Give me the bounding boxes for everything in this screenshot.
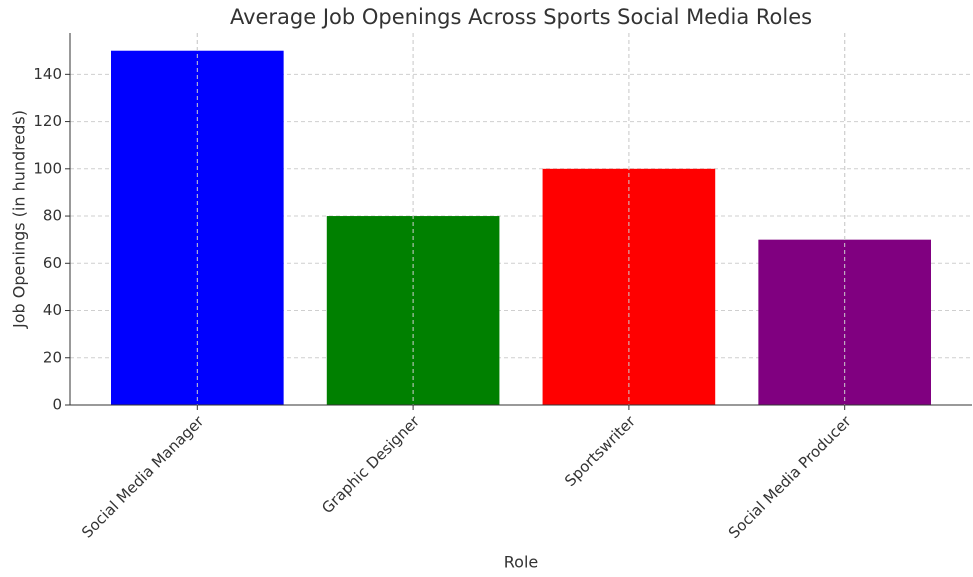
x-tick-label: Social Media Producer xyxy=(725,412,855,542)
y-tick-label: 0 xyxy=(52,396,62,414)
bar xyxy=(111,50,284,405)
x-tick-label: Graphic Designer xyxy=(318,412,424,518)
y-tick-label: 120 xyxy=(33,112,62,130)
x-axis-label: Role xyxy=(504,553,538,572)
chart-title: Average Job Openings Across Sports Socia… xyxy=(230,5,812,29)
y-tick-label: 40 xyxy=(43,301,62,319)
y-axis-label: Job Openings (in hundreds) xyxy=(10,110,29,329)
y-tick-label: 140 xyxy=(33,65,62,83)
x-tick-label: Sportswriter xyxy=(561,412,639,490)
bar xyxy=(326,216,500,405)
y-tick-label: 100 xyxy=(33,159,62,177)
y-tick-label: 60 xyxy=(43,254,62,272)
y-tick-label: 20 xyxy=(43,348,62,366)
y-tick-label: 80 xyxy=(43,207,62,225)
x-tick-label: Social Media Manager xyxy=(78,412,208,542)
